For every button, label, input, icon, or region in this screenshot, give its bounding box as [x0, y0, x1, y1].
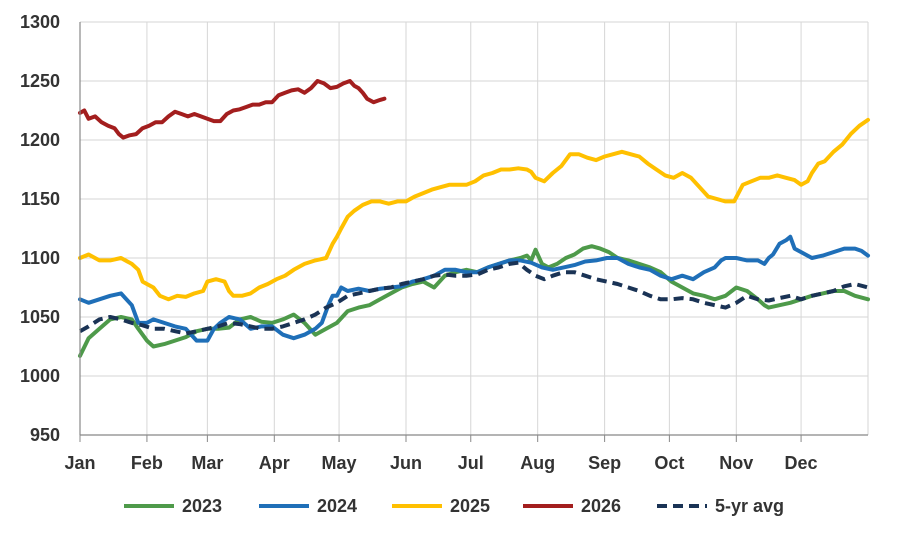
legend-label: 2023	[182, 496, 222, 516]
legend: 2023 2024 2025 2026 5-yr avg	[124, 496, 784, 516]
series-lines	[78, 79, 870, 358]
legend-label: 2025	[450, 496, 490, 516]
y-axis-tick-labels: 950 1000 1050 1100 1150 1200 1250 1300	[20, 12, 60, 445]
series-line-2025	[78, 117, 870, 302]
series-line-2026	[78, 79, 387, 140]
x-tick-label: Mar	[191, 453, 223, 473]
y-tick-label: 1100	[21, 248, 60, 268]
y-tick-label: 1050	[20, 307, 60, 327]
x-tick-label: Jun	[390, 453, 422, 473]
y-tick-label: 1200	[20, 130, 60, 150]
x-tick-label: Feb	[131, 453, 163, 473]
legend-label: 5-yr avg	[715, 496, 784, 516]
series-line-2024	[78, 234, 870, 343]
axes	[79, 22, 868, 442]
y-tick-label: 1000	[20, 366, 60, 386]
y-tick-label: 1150	[21, 189, 60, 209]
series-line-5-yr-avg	[79, 260, 869, 336]
x-tick-label: Aug	[520, 453, 555, 473]
legend-label: 2024	[317, 496, 357, 516]
x-tick-label: Sep	[588, 453, 621, 473]
x-tick-label: Jan	[64, 453, 95, 473]
x-tick-label: Oct	[654, 453, 684, 473]
x-tick-label: May	[322, 453, 357, 473]
x-axis-tick-labels: Jan Feb Mar Apr May Jun Jul Aug Sep Oct Nov Dec	[64, 453, 817, 473]
x-tick-label: Jul	[458, 453, 484, 473]
y-tick-label: 950	[30, 425, 60, 445]
y-tick-label: 1250	[20, 71, 60, 91]
y-tick-label: 1300	[20, 12, 60, 32]
x-tick-label: Nov	[719, 453, 753, 473]
legend-label: 2026	[581, 496, 621, 516]
grid-lines	[79, 21, 869, 436]
x-tick-label: Dec	[785, 453, 818, 473]
x-tick-label: Apr	[259, 453, 290, 473]
